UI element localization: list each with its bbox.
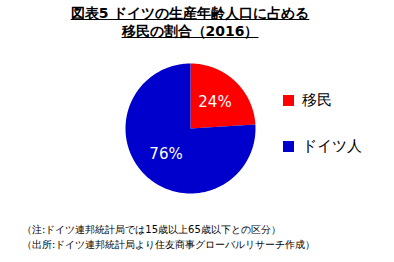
html-text:ドイツ人: ドイツ人 (302, 136, 362, 155)
svg-text:24%: 24% (198, 93, 231, 111)
html-text:図表5 ドイツの生産年齢人口に占める 移民の割合（2016）: 図表5 ドイツの生産年齢人口に占める 移民の割合（2016） (70, 5, 310, 39)
svg-text:76%: 76% (149, 145, 182, 163)
html-text:（注:ドイツ連邦統計局では15歳以上65歳以下との区分）: （注:ドイツ連邦統計局では15歳以上65歳以下との区分） (22, 224, 281, 235)
html-text:（出所:ドイツ連邦統計局より住友商事グローバルリサーチ作成）: （出所:ドイツ連邦統計局より住友商事グローバルリサーチ作成） (22, 239, 316, 250)
html-text:移民: 移民 (302, 90, 332, 109)
